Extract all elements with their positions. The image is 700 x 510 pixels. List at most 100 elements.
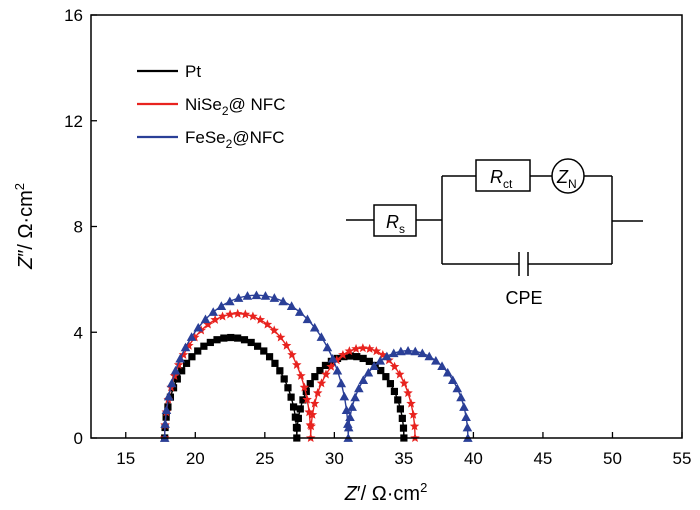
data-point: [286, 301, 297, 310]
data-point: [353, 353, 361, 361]
data-point: [398, 414, 406, 422]
data-point: [225, 296, 235, 306]
data-point: [182, 359, 191, 367]
data-point: [173, 359, 184, 370]
data-point: [343, 422, 354, 432]
data-point: [396, 346, 406, 356]
data-point: [269, 325, 279, 335]
data-point: [248, 311, 258, 321]
data-point: [461, 412, 471, 421]
data-point: [437, 361, 447, 371]
data-point: [307, 409, 318, 419]
data-point: [359, 354, 367, 363]
data-point: [178, 367, 186, 375]
data-point: [163, 391, 174, 401]
data-point: [354, 383, 364, 393]
y-tick-label: 4: [74, 323, 83, 342]
x-tick-label: 35: [394, 449, 413, 468]
data-point: [351, 343, 361, 353]
data-point: [280, 375, 288, 383]
x-tick-label: 40: [464, 449, 483, 468]
data-point: [173, 375, 181, 383]
data-point: [403, 388, 413, 398]
data-point: [220, 334, 228, 342]
data-layer: [159, 290, 473, 443]
legend-label-tail: @NFC: [232, 128, 284, 147]
data-point: [322, 342, 333, 352]
data-point: [309, 322, 320, 332]
data-point: [350, 392, 360, 402]
data-point: [287, 393, 295, 401]
x-tick-label: 15: [116, 449, 135, 468]
data-point: [233, 293, 244, 302]
data-point: [417, 348, 428, 358]
data-point: [377, 366, 385, 375]
data-point: [160, 419, 170, 428]
data-point: [184, 340, 194, 350]
legend-label-base: NiSe: [185, 95, 222, 114]
data-point: [321, 361, 330, 370]
data-point: [399, 424, 408, 432]
data-point: [408, 409, 418, 419]
series-triangle: [159, 290, 473, 442]
data-point: [242, 291, 253, 300]
data-point: [452, 383, 463, 393]
legend-label-sub: 2: [222, 104, 229, 118]
data-point: [227, 333, 235, 342]
data-point: [345, 412, 355, 421]
data-point: [240, 336, 249, 344]
data-point: [410, 346, 421, 356]
legend-label: FeSe2@NFC: [185, 128, 285, 151]
data-point: [289, 403, 298, 411]
data-point: [175, 353, 185, 363]
data-point: [363, 367, 374, 377]
x-tick-label: 50: [603, 449, 622, 468]
data-point: [292, 359, 302, 370]
data-point: [164, 403, 172, 411]
legend-label-sub: 2: [226, 137, 233, 151]
data-point: [166, 378, 177, 388]
data-point: [306, 380, 314, 388]
data-point: [338, 349, 348, 359]
data-point: [327, 353, 338, 363]
data-point: [316, 378, 327, 388]
data-point: [386, 380, 395, 388]
data-point: [316, 366, 324, 375]
data-point: [309, 398, 320, 408]
data-point: [326, 361, 336, 371]
data-point: [339, 391, 350, 401]
data-point: [255, 314, 266, 324]
y-tick-label: 12: [64, 112, 83, 131]
data-point: [299, 382, 310, 392]
x-axis-label: Z′/ Ω·cm2: [344, 480, 428, 505]
data-point: [389, 361, 400, 371]
legend-label: Pt: [185, 62, 201, 81]
data-point: [382, 351, 392, 361]
data-point: [312, 388, 323, 398]
data-point: [234, 334, 242, 342]
data-point: [278, 296, 288, 306]
data-point: [188, 353, 196, 361]
data-point: [260, 347, 268, 355]
data-point: [287, 349, 297, 359]
rct-label: Rct: [490, 167, 513, 191]
data-point: [371, 346, 382, 356]
x-tick-label: 25: [255, 449, 274, 468]
data-point: [186, 332, 197, 341]
y-tick-label: 16: [64, 6, 83, 25]
data-point: [394, 369, 405, 379]
data-point: [316, 332, 327, 341]
data-point: [456, 392, 466, 402]
data-point: [431, 355, 441, 365]
data-point: [275, 332, 286, 342]
data-point: [251, 290, 262, 300]
data-point: [294, 307, 305, 316]
data-point: [271, 359, 279, 367]
data-point: [424, 351, 435, 361]
data-point: [293, 424, 301, 432]
data-point: [240, 309, 251, 319]
data-point: [346, 352, 354, 360]
data-point: [358, 343, 368, 353]
data-point: [206, 338, 214, 347]
